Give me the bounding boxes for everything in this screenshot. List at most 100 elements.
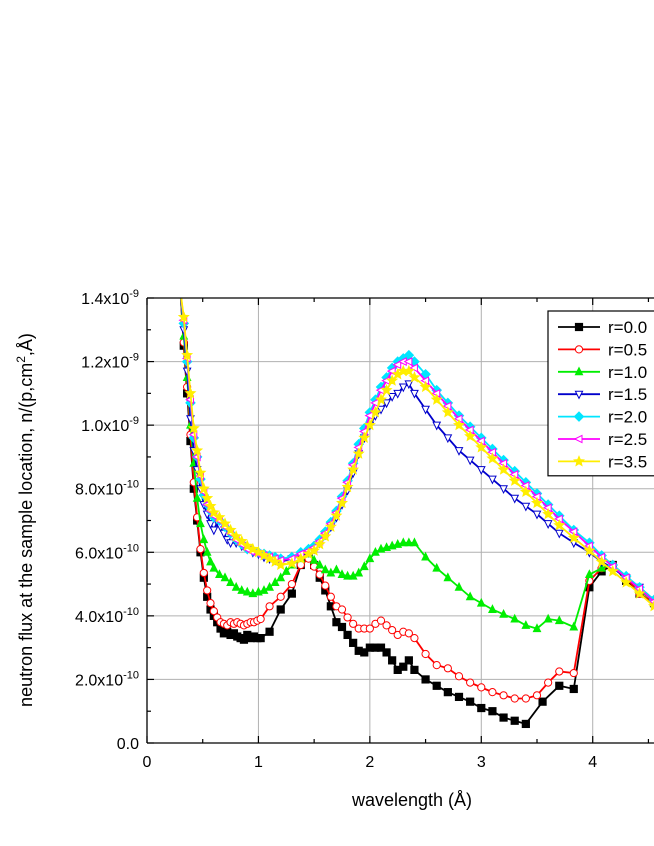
data-point [419,380,432,393]
data-point [521,719,530,729]
series-7 [177,298,654,612]
data-point [349,638,358,647]
data-point [466,678,475,687]
data-point [324,520,337,532]
legend-label: r=0.0 [608,318,647,337]
data-point [365,624,374,633]
data-point [319,530,332,542]
data-point [410,665,419,674]
data-point [648,600,654,612]
data-point [543,613,553,623]
data-point [320,564,330,574]
data-point [432,661,441,670]
data-point [553,518,566,531]
data-point [194,466,207,478]
data-point [408,371,421,383]
data-point [197,482,210,494]
data-point [620,576,633,588]
data-point [595,555,608,567]
data-point [555,681,564,690]
data-point [453,418,465,431]
x-tick-label: 0 [143,754,152,771]
data-point [270,577,280,586]
data-point [606,565,619,577]
data-point [530,496,544,509]
data-point [332,564,341,574]
data-point [421,551,430,561]
data-point [510,613,520,623]
data-point [191,444,204,456]
data-point [235,534,248,547]
data-point [454,692,464,702]
axes [146,297,654,744]
data-point [337,605,347,614]
data-point [554,529,564,539]
y-tick-label: 2.0x10-10 [75,669,139,689]
data-point [349,619,358,628]
data-point [369,406,382,418]
data-point [206,556,215,566]
data-point [538,697,547,706]
data-point [187,422,200,434]
data-point [510,716,519,725]
data-point [499,691,508,700]
data-point [230,530,243,542]
data-point [337,569,347,579]
x-tick-label: 3 [477,754,486,771]
data-point [510,694,519,703]
data-point [337,622,347,632]
data-point [404,537,414,547]
data-point [443,688,452,697]
data-point [499,713,508,722]
data-point [543,520,553,529]
data-point [421,675,430,684]
data-point [454,672,464,681]
data-point [376,616,386,625]
data-point [519,485,532,497]
legend-marker [574,345,584,354]
y-tick-label: 4.0x10-10 [75,606,139,626]
data-point [398,537,408,547]
data-point [343,570,352,580]
data-point [532,691,542,700]
data-point [213,511,226,523]
data-point [330,509,343,521]
data-point [209,606,218,616]
data-point [542,507,555,520]
legend-label: r=1.0 [608,363,647,382]
data-point [488,604,497,613]
data-point [206,520,215,529]
data-point [404,629,413,638]
legend: r=0.0 r=0.5 r=1.0 r=1.5 r=2.0 r=2.5 r=3.5 [547,310,654,477]
data-point [569,621,579,631]
series-layer [177,287,654,729]
x-tick-label: 1 [254,754,263,771]
data-point [218,517,232,529]
data-point [192,492,202,502]
data-point [242,586,252,596]
data-point [375,393,387,405]
data-point [569,684,578,694]
data-point [359,561,369,571]
data-point [313,538,326,550]
data-point [443,434,453,444]
data-point [287,589,296,598]
data-point [404,656,413,665]
data-point [488,475,497,485]
legend-label: r=1.5 [608,385,647,404]
series-2 [179,298,654,703]
data-point [398,383,408,393]
data-point [276,605,285,614]
data-point [281,566,291,575]
data-point [521,694,530,703]
y-tick-label: 1.4x10-9 [81,288,139,308]
legend-marker [574,366,584,376]
data-point [201,491,214,504]
data-point [488,688,497,697]
data-point [555,667,564,676]
data-point [508,474,521,486]
data-point [237,585,247,594]
data-point [382,648,391,657]
data-point [177,287,184,294]
data-point [387,393,397,402]
